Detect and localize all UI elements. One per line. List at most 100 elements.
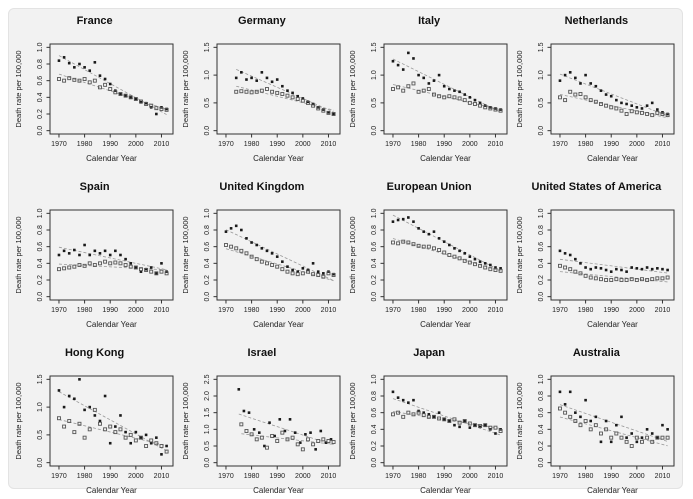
x-axis-label: Calendar Year — [420, 320, 471, 329]
y-tick-label: 0.0 — [37, 292, 44, 302]
x-tick-label: 2000 — [295, 141, 311, 148]
x-tick-label: 1990 — [102, 473, 118, 480]
y-axis-label: Death rate per 100,000 — [348, 382, 357, 459]
panel-spain: Spain 1970 1980 1990 2000 2010 0.0 0.2 0.4 0.6 0.8… — [11, 179, 178, 345]
y-tick-label: 0.8 — [37, 225, 44, 235]
x-tick-label: 2010 — [655, 307, 671, 314]
panel-title: France — [76, 15, 113, 27]
x-tick-label: 2010 — [488, 141, 504, 148]
panel-title: United Kingdom — [219, 181, 305, 193]
axes: 1970 1980 1990 2000 2010 0.0 0.5 1.0 1.5 Calendar… — [181, 42, 341, 163]
y-tick-label: 1.0 — [371, 208, 378, 218]
trend-lines — [560, 258, 669, 283]
y-tick-label: 0.6 — [204, 242, 211, 252]
x-tick-label: 1990 — [269, 473, 285, 480]
x-tick-label: 1980 — [244, 307, 260, 314]
y-tick-label: 0.2 — [371, 275, 378, 285]
x-tick-label: 1980 — [244, 141, 260, 148]
x-axis-label: Calendar Year — [253, 154, 304, 163]
x-tick-label: 1990 — [604, 141, 620, 148]
x-tick-label: 2010 — [321, 473, 337, 480]
x-tick-label: 1990 — [269, 307, 285, 314]
x-tick-label: 2000 — [462, 141, 478, 148]
panel-france: France 1970 1980 1990 2000 2010 0.0 0.2 0.4 0.6 0.… — [11, 13, 178, 179]
y-tick-label: 0.8 — [371, 391, 378, 401]
panel-title: Netherlands — [564, 15, 629, 27]
y-tick-label: 0.5 — [204, 441, 211, 451]
trend-lines — [58, 246, 167, 271]
series-filled-squares — [391, 390, 503, 435]
panel-title: Germany — [238, 15, 286, 27]
panel-australia: Australia 1970 1980 1990 2000 2010 0.0 0.2 0.4 0.… — [513, 345, 680, 499]
y-axis-label: Death rate per 100,000 — [181, 50, 190, 127]
panel-hong-kong: Hong Kong 1970 1980 1990 2000 2010 0.0 0.5 1.0 1.… — [11, 345, 178, 499]
y-axis-label: Death rate per 100,000 — [181, 216, 190, 293]
y-tick-label: 0.4 — [371, 424, 378, 434]
y-axis-label: Death rate per 100,000 — [14, 216, 23, 293]
x-axis-label: Calendar Year — [420, 486, 471, 495]
y-tick-label: 0.6 — [538, 408, 545, 418]
series-open-squares — [391, 81, 503, 113]
x-tick-label: 2000 — [629, 141, 645, 148]
y-tick-label: 0.0 — [371, 292, 378, 302]
x-tick-label: 2000 — [128, 307, 144, 314]
y-axis-label: Death rate per 100,000 — [14, 50, 23, 127]
series-open-squares — [391, 410, 503, 433]
y-axis-label: Death rate per 100,000 — [181, 382, 190, 459]
series-filled-squares — [57, 56, 168, 116]
series-open-squares — [56, 76, 169, 112]
chart-grid: France 1970 1980 1990 2000 2010 0.0 0.2 0.4 0.6 0.… — [11, 13, 680, 495]
x-tick-label: 2000 — [128, 141, 144, 148]
y-tick-label: 0.8 — [371, 225, 378, 235]
x-tick-label: 1990 — [269, 141, 285, 148]
y-tick-label: 0.6 — [37, 242, 44, 252]
x-tick-label: 1990 — [102, 141, 118, 148]
trend-lines — [392, 214, 501, 272]
y-tick-label: 0.6 — [538, 242, 545, 252]
y-tick-label: 0.8 — [204, 225, 211, 235]
y-axis-label: Death rate per 100,000 — [348, 50, 357, 127]
x-tick-label: 2010 — [153, 141, 169, 148]
x-axis-label: Calendar Year — [253, 320, 304, 329]
panel-japan: Japan 1970 1980 1990 2000 2010 0.0 0.2 0.4 0.6 0.8… — [346, 345, 513, 499]
panel-title: Israel — [247, 347, 277, 359]
x-tick-label: 1990 — [102, 307, 118, 314]
series-filled-squares — [391, 216, 503, 270]
x-tick-label: 2000 — [629, 307, 645, 314]
x-tick-label: 1980 — [578, 141, 594, 148]
y-tick-label: 0.4 — [37, 92, 44, 102]
y-tick-label: 0.0 — [204, 126, 211, 136]
trend-lines — [235, 69, 334, 113]
y-tick-label: 2.5 — [204, 374, 211, 384]
x-tick-label: 2000 — [295, 307, 311, 314]
x-axis-label: Calendar Year — [86, 154, 137, 163]
panel-title: Spain — [79, 181, 110, 193]
panel-germany: Germany 1970 1980 1990 2000 2010 0.0 0.5 1.0 1.5 C… — [178, 13, 345, 179]
x-tick-label: 1970 — [51, 473, 67, 480]
x-tick-label: 2010 — [153, 473, 169, 480]
series-filled-squares — [224, 224, 335, 276]
x-tick-label: 1990 — [437, 141, 453, 148]
y-tick-label: 0.2 — [538, 441, 545, 451]
trend-lines — [560, 404, 669, 447]
series-filled-squares — [57, 378, 168, 456]
scatter-plot-hong-kong: 1970 1980 1990 2000 2010 0.0 0.5 1.0 1.5 Calendar… — [14, 374, 174, 495]
y-tick-label: 1.0 — [204, 424, 211, 434]
panel-title: Japan — [413, 347, 446, 359]
x-tick-label: 1970 — [218, 473, 234, 480]
x-tick-label: 2000 — [128, 473, 144, 480]
y-tick-label: 0.2 — [371, 441, 378, 451]
x-axis-label: Calendar Year — [86, 320, 137, 329]
y-tick-label: 1.0 — [371, 374, 378, 384]
x-tick-label: 1980 — [76, 307, 92, 314]
y-tick-label: 0.2 — [204, 275, 211, 285]
x-tick-label: 1990 — [604, 473, 620, 480]
x-tick-label: 2010 — [488, 473, 504, 480]
y-axis-label: Death rate per 100,000 — [515, 382, 524, 459]
scatter-plot-israel: 1970 1980 1990 2000 2010 0.0 0.5 1.0 1.5 2.0 2.5 Ca… — [181, 374, 341, 495]
x-tick-label: 1980 — [411, 473, 427, 480]
x-tick-label: 1990 — [604, 307, 620, 314]
series-filled-squares — [559, 390, 670, 444]
x-tick-label: 1970 — [51, 141, 67, 148]
x-tick-label: 1970 — [218, 141, 234, 148]
